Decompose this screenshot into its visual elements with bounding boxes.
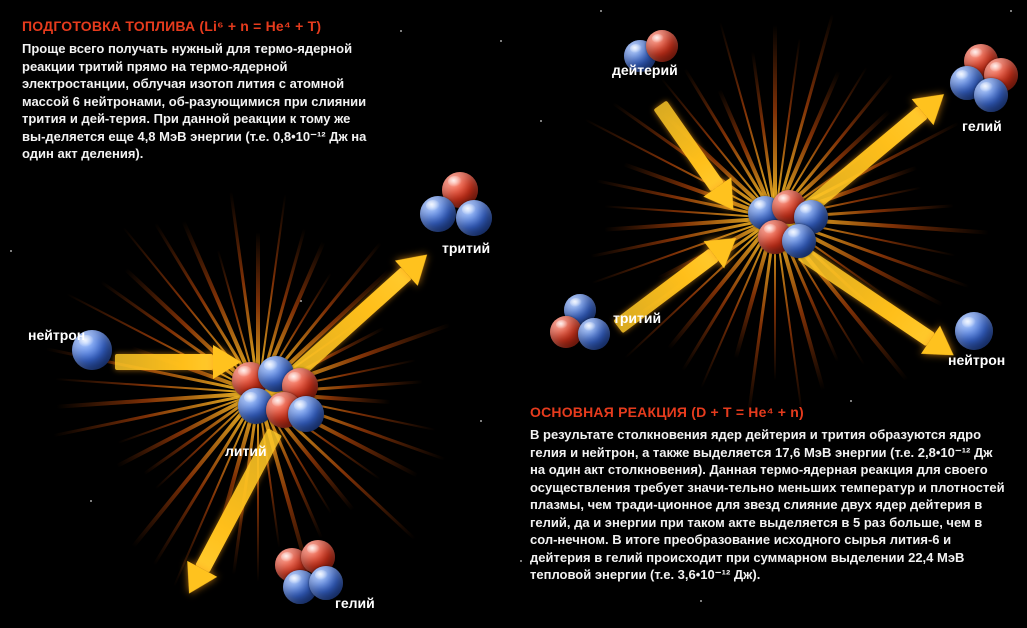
neutron-ball — [782, 224, 816, 258]
neutron-ball — [974, 78, 1008, 112]
arrow — [646, 95, 747, 219]
star-speck — [850, 400, 852, 402]
left-body: Проще всего получать нужный для термо-яд… — [22, 40, 374, 163]
star-speck — [600, 10, 602, 12]
label-right-neutron: нейтрон — [948, 352, 1005, 368]
neutron-ball — [456, 200, 492, 236]
star-speck — [500, 40, 502, 42]
neutron-ball — [288, 396, 324, 432]
star-speck — [520, 560, 522, 562]
arrow — [792, 239, 963, 370]
right-body: В результате столкновения ядер дейтерия … — [530, 426, 1010, 584]
star-speck — [540, 120, 542, 122]
left-title: ПОДГОТОВКА ТОПЛИВА (Li⁶ + n = He⁴ + T) — [22, 18, 402, 34]
star-speck — [480, 420, 482, 422]
star-speck — [90, 500, 92, 502]
label-right-deuterium: дейтерий — [612, 62, 678, 78]
star-speck — [1010, 10, 1012, 12]
neutron-ball — [955, 312, 993, 350]
label-left-lithium: литий — [225, 443, 267, 459]
label-right-helium: гелий — [962, 118, 1002, 134]
right-title: ОСНОВНАЯ РЕАКЦИЯ (D + T = He⁴ + n) — [530, 404, 1010, 420]
neutron-ball — [420, 196, 456, 232]
neutron-ball — [578, 318, 610, 350]
proton-ball — [646, 30, 678, 62]
star-speck — [700, 600, 702, 602]
label-left-helium: гелий — [335, 595, 375, 611]
label-left-neutron: нейтрон — [28, 327, 85, 343]
star-speck — [300, 300, 302, 302]
star-speck — [10, 250, 12, 252]
label-left-tritium: тритий — [442, 240, 490, 256]
label-right-tritium: тритий — [613, 310, 661, 326]
arrow — [115, 345, 241, 379]
